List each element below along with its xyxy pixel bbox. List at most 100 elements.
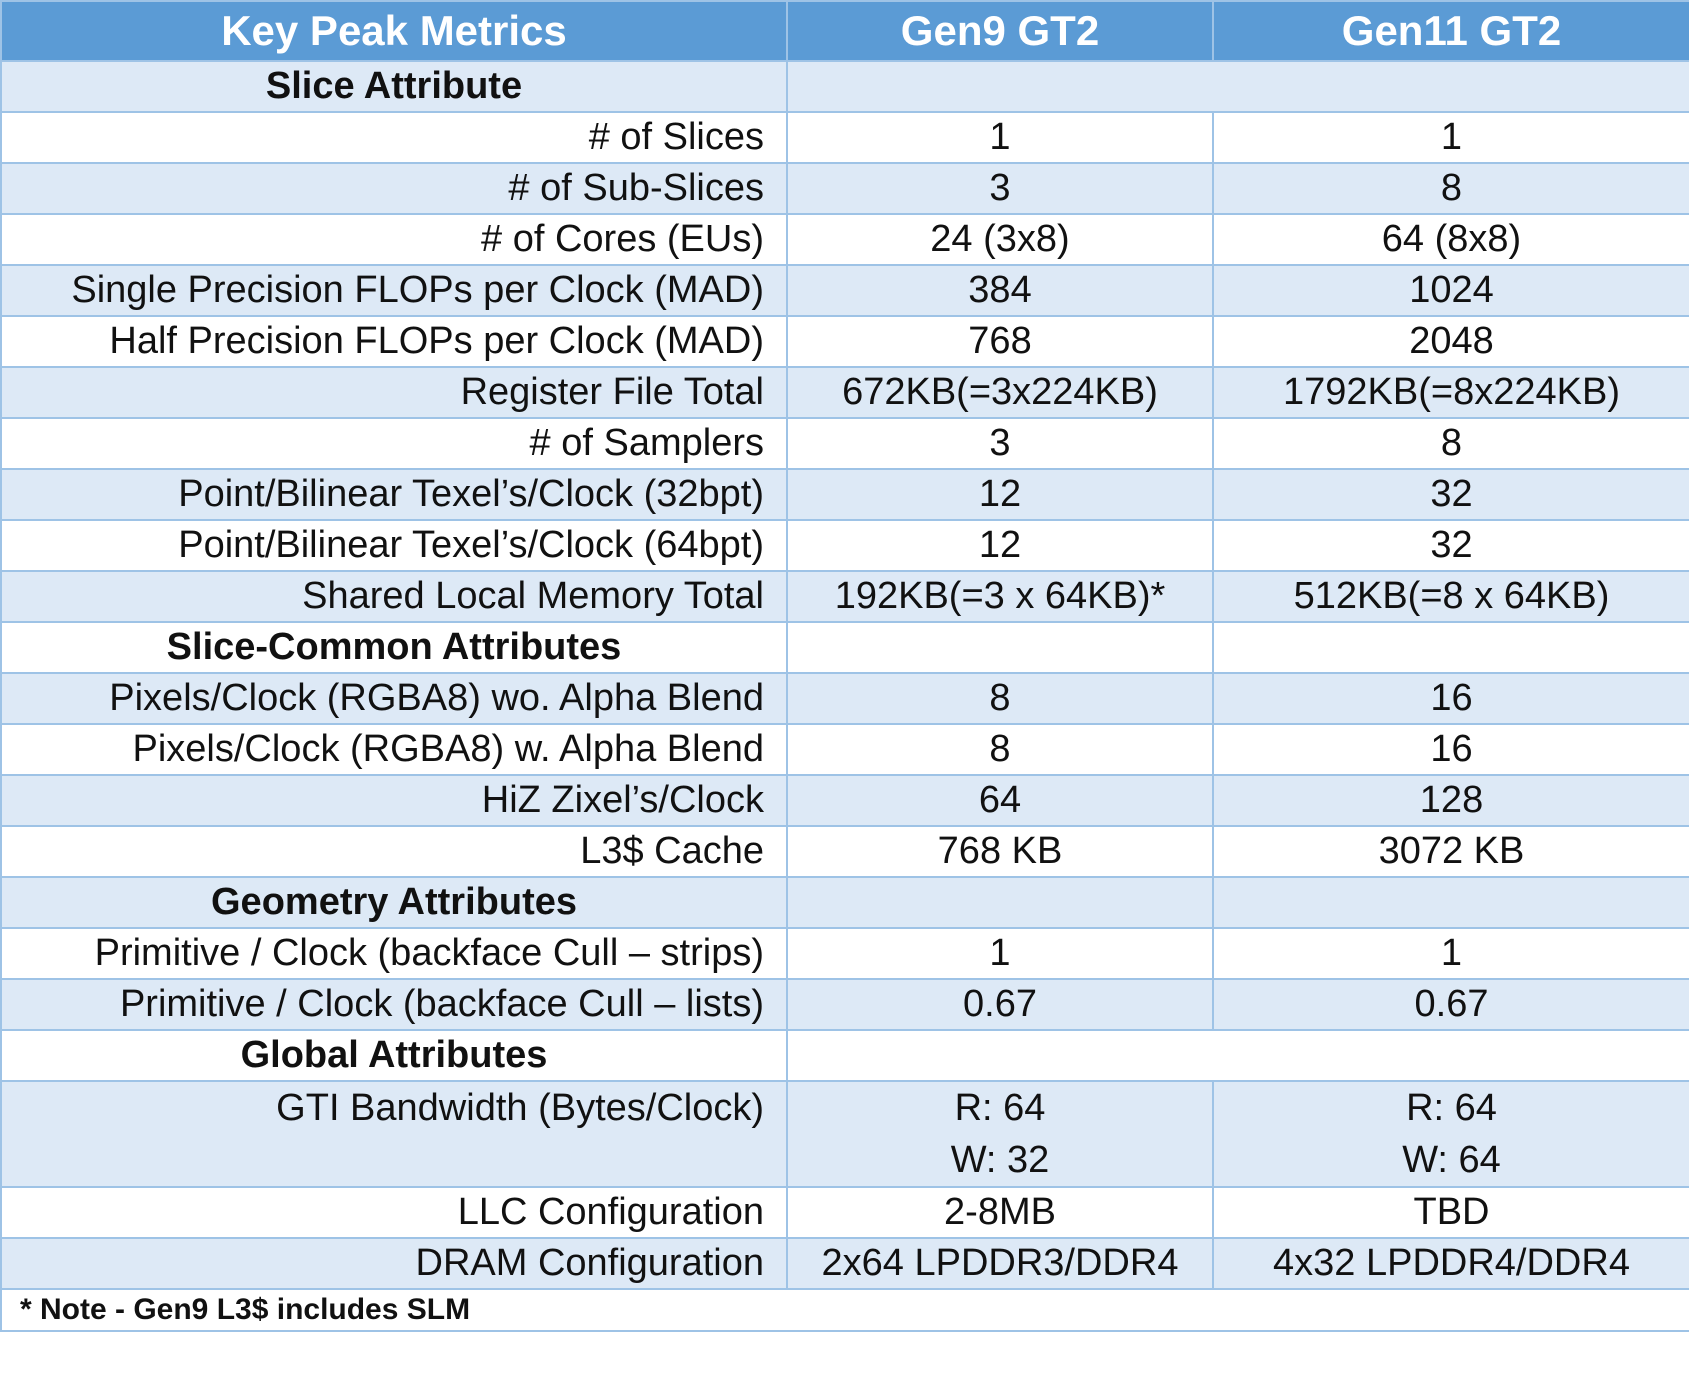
header-gen9: Gen9 GT2 bbox=[786, 0, 1214, 62]
metric-label: Register File Total bbox=[0, 366, 788, 419]
gen11-value: 2048 bbox=[1212, 315, 1689, 368]
table-row: Point/Bilinear Texel’s/Clock (64bpt) 12 32 bbox=[0, 519, 1689, 572]
gen9-value: 8 bbox=[786, 723, 1214, 776]
gen9-value: 12 bbox=[786, 468, 1214, 521]
gen11-value: 16 bbox=[1212, 672, 1689, 725]
gen11-value: 32 bbox=[1212, 468, 1689, 521]
header-gen11: Gen11 GT2 bbox=[1212, 0, 1689, 62]
gen11-value: 0.67 bbox=[1212, 978, 1689, 1031]
metric-label: Point/Bilinear Texel’s/Clock (64bpt) bbox=[0, 519, 788, 572]
header-row: Key Peak Metrics Gen9 GT2 Gen11 GT2 bbox=[0, 0, 1689, 62]
table-row: GTI Bandwidth (Bytes/Clock) R: 64 W: 32 R: … bbox=[0, 1080, 1689, 1188]
section-title: Global Attributes bbox=[0, 1029, 788, 1082]
gen9-value-line: W: 32 bbox=[950, 1139, 1050, 1181]
gen11-value: 512KB(=8 x 64KB) bbox=[1212, 570, 1689, 623]
table-row: DRAM Configuration 2x64 LPDDR3/DDR4 4x32 L… bbox=[0, 1237, 1689, 1290]
gen11-value: 8 bbox=[1212, 417, 1689, 470]
table-row: # of Sub-Slices 3 8 bbox=[0, 162, 1689, 215]
table-row: Single Precision FLOPs per Clock (MAD) 38… bbox=[0, 264, 1689, 317]
table-row: # of Samplers 3 8 bbox=[0, 417, 1689, 470]
gen11-value: 16 bbox=[1212, 723, 1689, 776]
section-empty-cell bbox=[786, 60, 1689, 113]
gen11-value: 1024 bbox=[1212, 264, 1689, 317]
gen11-value: 4x32 LPDDR4/DDR4 bbox=[1212, 1237, 1689, 1290]
table-row: Half Precision FLOPs per Clock (MAD) 768 2… bbox=[0, 315, 1689, 368]
section-empty-cell bbox=[1212, 621, 1689, 674]
metric-label: # of Sub-Slices bbox=[0, 162, 788, 215]
table-row: # of Cores (EUs) 24 (3x8) 64 (8x8) bbox=[0, 213, 1689, 266]
metric-label: Shared Local Memory Total bbox=[0, 570, 788, 623]
gen9-value: 1 bbox=[786, 927, 1214, 980]
section-empty-cell bbox=[786, 876, 1214, 929]
section-title: Geometry Attributes bbox=[0, 876, 788, 929]
section-row: Slice Attribute bbox=[0, 60, 1689, 113]
gen11-value: 8 bbox=[1212, 162, 1689, 215]
table-row: Point/Bilinear Texel’s/Clock (32bpt) 12 32 bbox=[0, 468, 1689, 521]
gen11-value: 1 bbox=[1212, 927, 1689, 980]
gen9-value: 8 bbox=[786, 672, 1214, 725]
gen11-value-line: W: 64 bbox=[1402, 1139, 1501, 1181]
gen11-value: 128 bbox=[1212, 774, 1689, 827]
gen9-value: 3 bbox=[786, 162, 1214, 215]
table-row: HiZ Zixel’s/Clock 64 128 bbox=[0, 774, 1689, 827]
gen9-value: 192KB(=3 x 64KB)* bbox=[786, 570, 1214, 623]
gen11-value: TBD bbox=[1212, 1186, 1689, 1239]
gen11-value: 64 (8x8) bbox=[1212, 213, 1689, 266]
table-row: Primitive / Clock (backface Cull – strip… bbox=[0, 927, 1689, 980]
gen9-value: 24 (3x8) bbox=[786, 213, 1214, 266]
table-row: Pixels/Clock (RGBA8) w. Alpha Blend 8 16 bbox=[0, 723, 1689, 776]
gen9-value: 0.67 bbox=[786, 978, 1214, 1031]
note-row: * Note - Gen9 L3$ includes SLM bbox=[0, 1288, 1689, 1332]
metric-label: Pixels/Clock (RGBA8) w. Alpha Blend bbox=[0, 723, 788, 776]
section-title: Slice-Common Attributes bbox=[0, 621, 788, 674]
header-key-peak-metrics: Key Peak Metrics bbox=[0, 0, 788, 62]
table-row: L3$ Cache 768 KB 3072 KB bbox=[0, 825, 1689, 878]
gen9-value: 2x64 LPDDR3/DDR4 bbox=[786, 1237, 1214, 1290]
section-row: Geometry Attributes bbox=[0, 876, 1689, 929]
metric-label: LLC Configuration bbox=[0, 1186, 788, 1239]
gen11-value: 3072 KB bbox=[1212, 825, 1689, 878]
section-empty-cell bbox=[786, 1029, 1689, 1082]
metric-label: L3$ Cache bbox=[0, 825, 788, 878]
gen11-value: 32 bbox=[1212, 519, 1689, 572]
gen11-value: 1 bbox=[1212, 111, 1689, 164]
section-title: Slice Attribute bbox=[0, 60, 788, 113]
gen11-value: 1792KB(=8x224KB) bbox=[1212, 366, 1689, 419]
gen9-value: 768 bbox=[786, 315, 1214, 368]
metric-label: Single Precision FLOPs per Clock (MAD) bbox=[0, 264, 788, 317]
metric-label: Primitive / Clock (backface Cull – strip… bbox=[0, 927, 788, 980]
gen11-value-line: R: 64 bbox=[1406, 1087, 1497, 1129]
section-row: Global Attributes bbox=[0, 1029, 1689, 1082]
table-row: Register File Total 672KB(=3x224KB) 1792KB… bbox=[0, 366, 1689, 419]
section-row: Slice-Common Attributes bbox=[0, 621, 1689, 674]
metrics-table: Key Peak Metrics Gen9 GT2 Gen11 GT2 Slic… bbox=[0, 0, 1689, 1332]
table-body: Slice Attribute # of Slices 1 1 # of Sub-Sli… bbox=[0, 60, 1689, 1332]
metric-label: Pixels/Clock (RGBA8) wo. Alpha Blend bbox=[0, 672, 788, 725]
metric-label: Half Precision FLOPs per Clock (MAD) bbox=[0, 315, 788, 368]
table-row: Primitive / Clock (backface Cull – lists… bbox=[0, 978, 1689, 1031]
metric-label: GTI Bandwidth (Bytes/Clock) bbox=[0, 1080, 788, 1188]
metric-label: # of Samplers bbox=[0, 417, 788, 470]
metric-label: Point/Bilinear Texel’s/Clock (32bpt) bbox=[0, 468, 788, 521]
gen9-value: 1 bbox=[786, 111, 1214, 164]
metric-label: # of Cores (EUs) bbox=[0, 213, 788, 266]
section-empty-cell bbox=[1212, 876, 1689, 929]
table-row: # of Slices 1 1 bbox=[0, 111, 1689, 164]
gen9-value: R: 64 W: 32 bbox=[786, 1080, 1214, 1188]
metric-label: Primitive / Clock (backface Cull – lists… bbox=[0, 978, 788, 1031]
table-row: Pixels/Clock (RGBA8) wo. Alpha Blend 8 16 bbox=[0, 672, 1689, 725]
gen9-value: 3 bbox=[786, 417, 1214, 470]
gen9-value: 12 bbox=[786, 519, 1214, 572]
table-row: Shared Local Memory Total 192KB(=3 x 64KB… bbox=[0, 570, 1689, 623]
metric-label: DRAM Configuration bbox=[0, 1237, 788, 1290]
metric-label: # of Slices bbox=[0, 111, 788, 164]
gen9-value: 64 bbox=[786, 774, 1214, 827]
gen9-value: 768 KB bbox=[786, 825, 1214, 878]
gen9-value: 672KB(=3x224KB) bbox=[786, 366, 1214, 419]
gen11-value: R: 64 W: 64 bbox=[1212, 1080, 1689, 1188]
table-row: LLC Configuration 2-8MB TBD bbox=[0, 1186, 1689, 1239]
gen9-value: 384 bbox=[786, 264, 1214, 317]
footnote: * Note - Gen9 L3$ includes SLM bbox=[0, 1288, 1689, 1332]
gen9-value: 2-8MB bbox=[786, 1186, 1214, 1239]
metric-label: HiZ Zixel’s/Clock bbox=[0, 774, 788, 827]
